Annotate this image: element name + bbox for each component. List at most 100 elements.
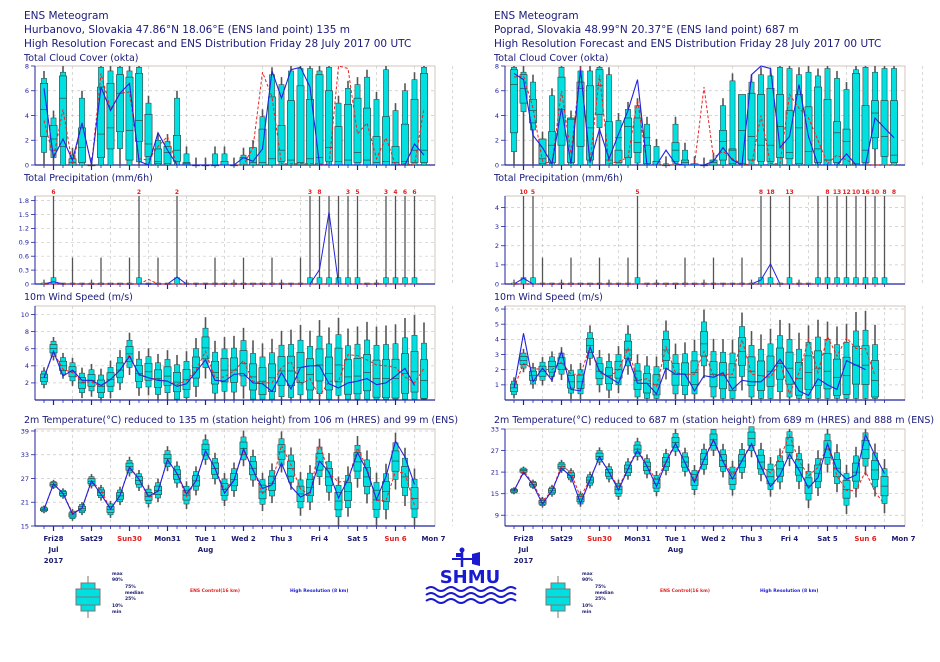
panel-title-wind: 10m Wind Speed (m/s) <box>494 292 603 303</box>
y-tick-label: 21 <box>491 468 499 476</box>
box-p25-p75 <box>766 87 775 162</box>
overflow-label: 3 <box>308 189 312 196</box>
overflow-label: 12 <box>842 189 850 196</box>
y-tick-label: 8 <box>25 62 29 70</box>
year-label: 2017 <box>513 557 534 565</box>
legend-left: max 90% 75% median 25% 10% min ENS Contr… <box>0 572 470 622</box>
box-p25-p75 <box>624 117 632 158</box>
y-tick-label: 0 <box>495 161 499 169</box>
y-tick-label: 0 <box>25 280 29 288</box>
legend-box-icon <box>545 576 571 618</box>
day-label: Sun30 <box>117 535 142 543</box>
day-label: Wed 2 <box>701 535 726 543</box>
box-p10-p90 <box>549 95 555 166</box>
legend-max: max <box>112 572 123 577</box>
overflow-label: 13 <box>785 189 793 196</box>
meteogram-title: ENS Meteogram <box>24 10 109 22</box>
box-p25-p75 <box>842 128 851 166</box>
box-p25-p75 <box>824 277 831 285</box>
day-label: Sat 5 <box>347 535 368 543</box>
legend-p10: 10% <box>582 604 593 609</box>
y-tick-label: 10 <box>21 311 29 319</box>
y-tick-label: 0 <box>25 161 29 169</box>
box-p25-p75 <box>402 277 408 285</box>
box-p25-p75 <box>287 100 295 166</box>
box-p25-p75 <box>757 94 765 162</box>
hres-line <box>513 333 866 397</box>
day-label: Tue 1 <box>664 535 687 543</box>
y-tick-label: 4 <box>495 112 499 120</box>
box-p25-p75 <box>116 74 124 132</box>
waves-icon <box>425 586 517 604</box>
box-p25-p75 <box>410 99 419 163</box>
day-label: Fri28 <box>43 535 64 543</box>
box-p25-p75 <box>586 85 594 161</box>
meteogram-title: ENS Meteogram <box>494 10 579 22</box>
box-p25-p75 <box>605 121 613 166</box>
box-p25-p75 <box>767 277 774 285</box>
y-tick-label: 9 <box>495 512 499 520</box>
overflow-label: 5 <box>635 189 639 196</box>
station-location: Hurbanovo, Slovakia 47.86°N 18.06°E (ENS… <box>24 24 350 36</box>
wind-vane-icon <box>452 547 480 567</box>
overflow-label: 6 <box>51 189 55 196</box>
box-p25-p75 <box>595 69 604 115</box>
hres-line <box>43 439 416 515</box>
box-p25-p75 <box>420 73 428 163</box>
forecast-subtitle: High Resolution Forecast and ENS Distrib… <box>494 38 882 50</box>
day-label: Fri28 <box>513 535 534 543</box>
ens-control-line <box>513 334 876 396</box>
y-tick-label: 6 <box>25 345 29 353</box>
legend-ens-control: ENS Control(16 km) <box>190 589 240 594</box>
y-tick-label: 2 <box>495 242 499 250</box>
day-label: Wed 2 <box>231 535 256 543</box>
overflow-label: 8 <box>892 189 896 196</box>
overflow-label: 10 <box>871 189 879 196</box>
legend-min: min <box>112 610 122 615</box>
y-tick-label: 39 <box>21 427 29 435</box>
y-tick-label: 3 <box>495 223 499 231</box>
forecast-subtitle: High Resolution Forecast and ENS Distrib… <box>24 38 412 50</box>
overflow-label: 18 <box>766 189 774 196</box>
legend-p10: 10% <box>112 604 123 609</box>
overflow-label: 6 <box>403 189 407 196</box>
box-p25-p75 <box>719 130 727 161</box>
box-p25-p75 <box>344 104 352 166</box>
box-p25-p75 <box>382 116 390 166</box>
legend-p90: 90% <box>112 578 123 583</box>
y-tick-label: 2 <box>25 379 29 387</box>
box-p25-p75 <box>538 138 547 165</box>
y-tick-label: 4 <box>25 362 29 370</box>
box-p25-p75 <box>815 277 821 285</box>
y-tick-label: 6 <box>495 305 499 313</box>
plot-frame <box>504 195 906 285</box>
box-p25-p75 <box>843 277 850 285</box>
box-p25-p75 <box>519 74 528 104</box>
box-p25-p75 <box>97 86 105 158</box>
hres-line <box>43 349 415 393</box>
y-tick-label: 0.6 <box>19 253 29 261</box>
box-p25-p75 <box>852 73 860 166</box>
hres-line <box>513 65 895 166</box>
box-p25-p75 <box>296 85 305 166</box>
box-p25-p75 <box>363 107 371 166</box>
day-label: Sat29 <box>550 535 573 543</box>
y-tick-label: 15 <box>21 522 29 530</box>
legend-ens-control: ENS Control(16 km) <box>660 589 710 594</box>
day-label: Mon31 <box>624 535 651 543</box>
box-p25-p75 <box>614 149 623 163</box>
logo-text: SHMU <box>440 567 501 588</box>
overflow-label: 4 <box>393 189 397 196</box>
y-tick-label: 21 <box>21 499 29 507</box>
legend-hres: High Resolution (8 km) <box>760 589 819 594</box>
meteogram-poprad: ENS Meteogram Poprad, Slovakia 48.99°N 2… <box>470 0 940 662</box>
day-label: Sun30 <box>587 535 612 543</box>
box-p25-p75 <box>268 96 276 166</box>
legend-min: min <box>582 610 592 615</box>
month-label: Aug <box>197 546 214 554</box>
box-p25-p75 <box>671 142 680 162</box>
box-p25-p75 <box>353 97 362 163</box>
overflow-label: 10 <box>519 189 527 196</box>
overflow-label: 2 <box>175 189 179 196</box>
